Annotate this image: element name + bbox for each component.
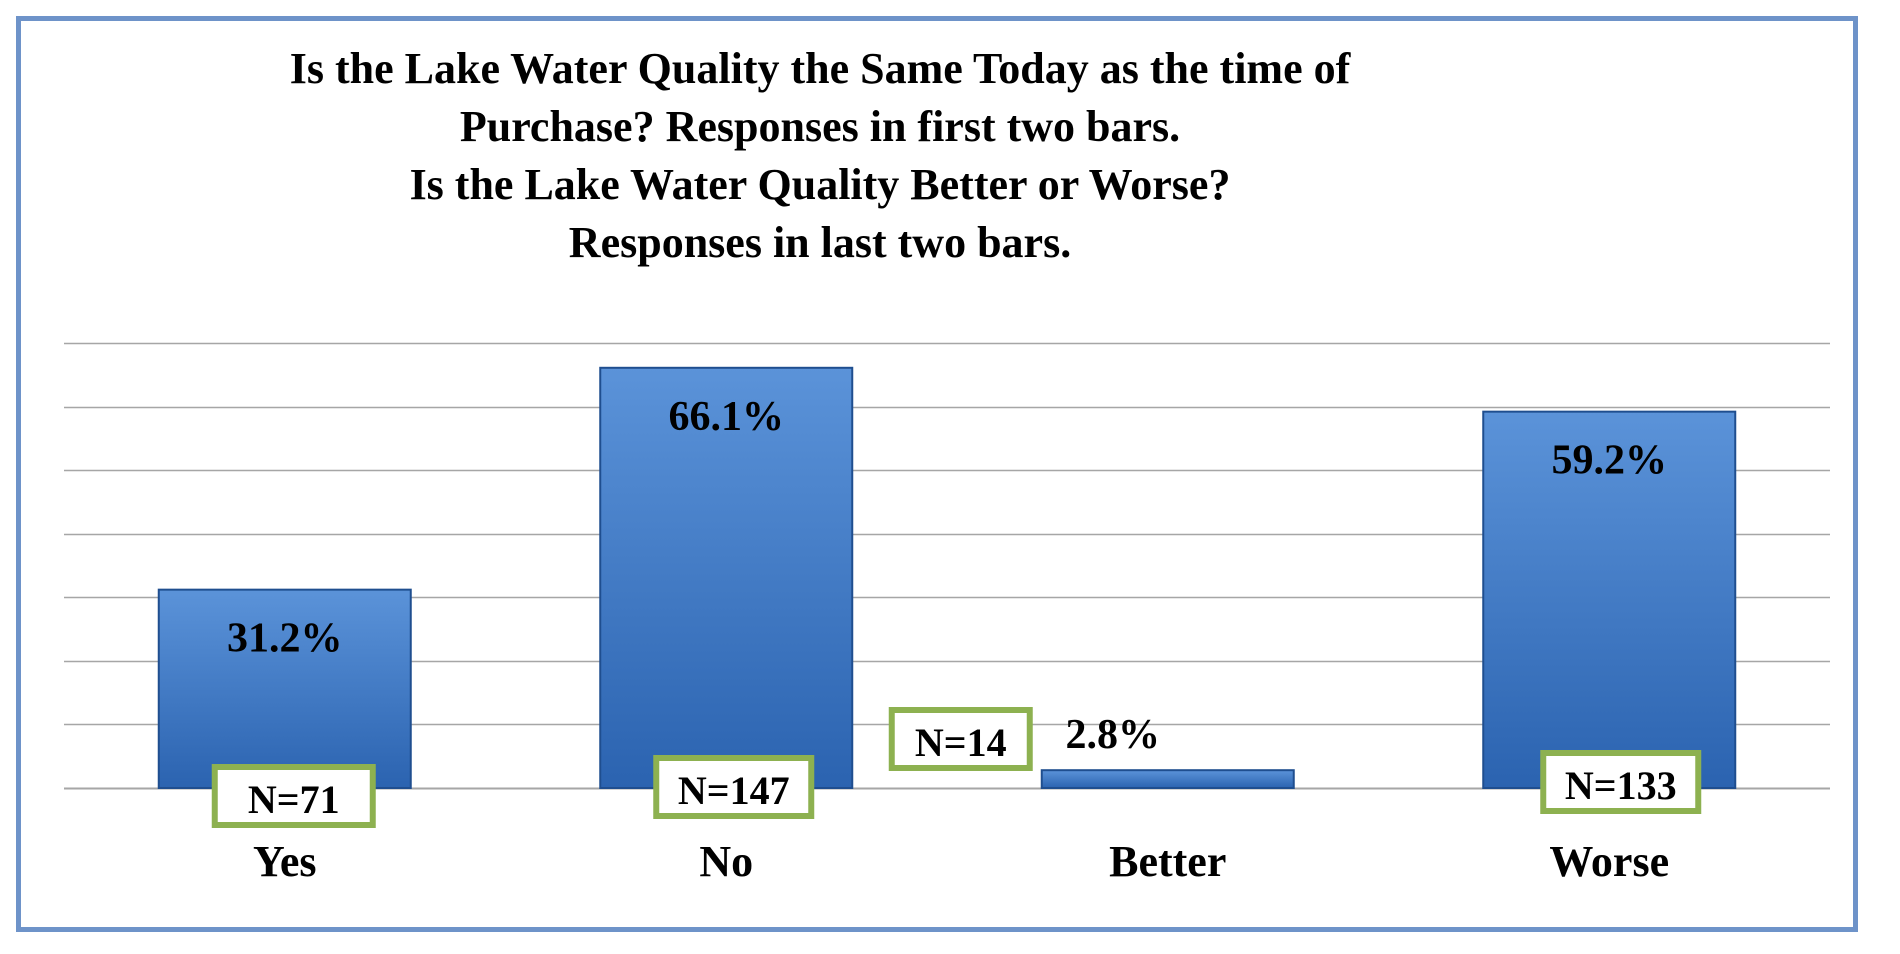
title-line-2: Purchase? Responses in first two bars. <box>459 102 1181 151</box>
chart-title: Is the Lake Water Quality the Same Today… <box>0 40 1640 272</box>
bar-better <box>1040 769 1295 790</box>
n-box-better <box>888 707 1033 771</box>
value-label-yes: 31.2% <box>227 616 343 662</box>
bars <box>157 366 1737 790</box>
title-line-4: Responses in last two bars. <box>568 218 1072 267</box>
n-label-better: N=14 <box>915 720 1007 765</box>
n-box-yes <box>211 764 376 828</box>
bar-no <box>599 366 854 789</box>
category-label-yes: Yes <box>253 837 317 886</box>
category-label-no: No <box>699 837 753 886</box>
n-label-yes: N=71 <box>248 777 340 822</box>
n-label-worse: N=133 <box>1565 763 1677 808</box>
value-label-better: 2.8% <box>1066 712 1161 758</box>
title-line-1: Is the Lake Water Quality the Same Today… <box>289 44 1351 93</box>
value-label-no: 66.1% <box>669 394 785 440</box>
category-label-better: Better <box>1109 837 1226 886</box>
bar-worse <box>1482 410 1737 789</box>
n-label-no: N=147 <box>678 768 790 813</box>
labels: 31.2% N=71 Yes 66.1% N=147 No 2.8% N=14 Better 59… <box>211 394 1702 886</box>
title-line-3: Is the Lake Water Quality Better or Wors… <box>409 160 1231 209</box>
bar-yes <box>157 588 412 790</box>
n-box-no <box>653 755 815 819</box>
value-label-worse: 59.2% <box>1552 438 1668 484</box>
n-box-worse <box>1540 750 1702 814</box>
category-label-worse: Worse <box>1549 837 1669 886</box>
